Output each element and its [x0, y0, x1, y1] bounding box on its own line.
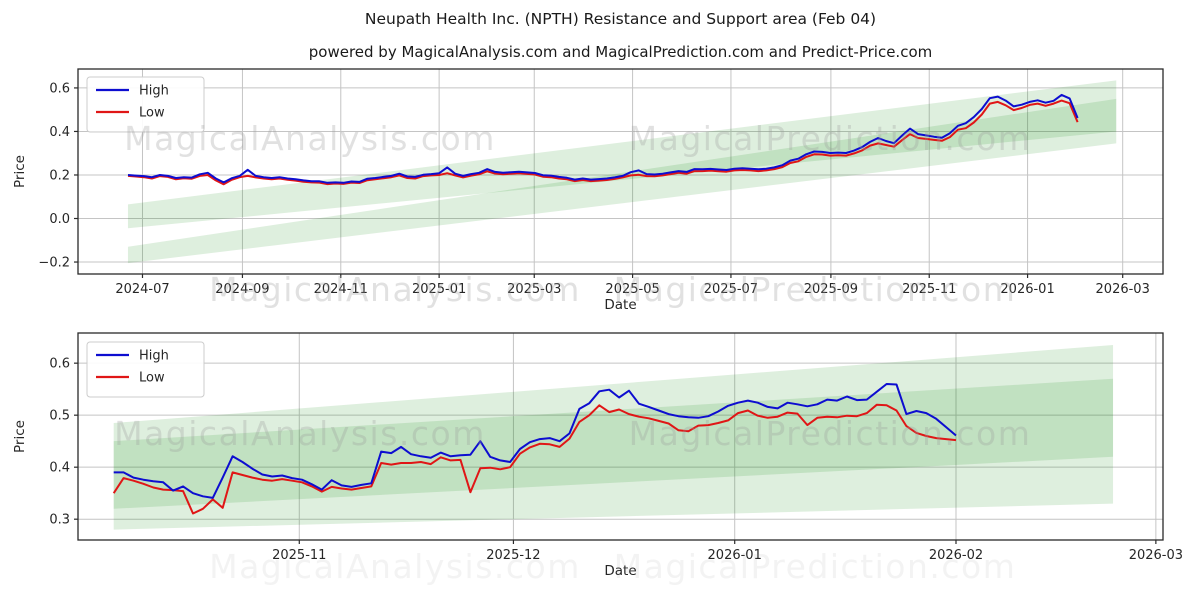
watermark-text: MagicalPrediction.com — [614, 547, 1017, 586]
watermark-text: MagicalAnalysis.com — [209, 547, 581, 586]
x-axis: 2024-07 2024-09 2024-11 2025-01 2025-03 2025-… — [115, 274, 1150, 313]
y-tick-label: −0.2 — [38, 256, 70, 271]
resistance-area-band — [113, 344, 1114, 509]
y-tick-label: 0.0 — [49, 212, 70, 227]
x-tick-label: 2024-07 — [115, 282, 169, 297]
low-line — [127, 99, 1079, 186]
watermark-text: MagicalAnalysis.com — [114, 414, 486, 453]
plot-border — [77, 68, 1164, 275]
x-tick-label: 2025-07 — [704, 282, 758, 297]
y-axis-label: Price — [12, 420, 28, 453]
chart-title: Neupath Health Inc. (NPTH) Resistance an… — [364, 10, 877, 28]
x-tick-label: 2025-05 — [605, 282, 659, 297]
plot-border — [77, 332, 1164, 541]
chart-subtitle: powered by MagicalAnalysis.com and Magic… — [308, 43, 933, 61]
x-tick-label: 2025-09 — [804, 282, 858, 297]
low-line — [112, 403, 957, 515]
legend-high-label: High — [139, 349, 169, 364]
x-axis-label: Date — [604, 297, 636, 313]
y-axis-label: Price — [12, 155, 28, 188]
x-tick-label: 2025-01 — [412, 282, 466, 297]
resistance-area-band — [127, 80, 1117, 229]
gridlines — [78, 333, 1163, 540]
y-axis: 0.3 0.4 0.5 0.6 Price — [12, 357, 78, 528]
x-tick-label: 2026-02 — [929, 548, 983, 563]
x-tick-label: 2026-01 — [1000, 282, 1054, 297]
x-tick-label: 2026-01 — [708, 548, 762, 563]
y-tick-label: 0.5 — [49, 409, 70, 424]
support-area-band — [127, 98, 1117, 264]
legend: High Low — [86, 341, 205, 398]
chart-full-history: 2024-07 2024-09 2024-11 2025-01 2025-03 2025-… — [12, 68, 1164, 313]
x-tick-label: 2025-12 — [486, 548, 540, 563]
legend-high-label: High — [139, 84, 169, 99]
watermark-text: MagicalPrediction.com — [629, 414, 1032, 453]
watermark-text: MagicalAnalysis.com — [124, 119, 496, 158]
y-tick-label: 0.6 — [49, 81, 70, 96]
x-tick-label: 2026-03 — [1096, 282, 1150, 297]
x-tick-label: 2025-03 — [507, 282, 561, 297]
x-tick-label: 2025-11 — [272, 548, 326, 563]
x-tick-label: 2024-11 — [314, 282, 368, 297]
high-line — [113, 383, 957, 499]
y-tick-label: 0.3 — [49, 513, 70, 528]
y-tick-label: 0.4 — [49, 125, 70, 140]
x-axis: 2025-11 2025-12 2026-01 2026-02 2026-03 Date — [272, 540, 1183, 579]
support-area-band — [113, 378, 1114, 530]
x-tick-label: 2026-03 — [1129, 548, 1183, 563]
watermarks: MagicalAnalysis.com MagicalPrediction.com… — [114, 119, 1032, 586]
legend-low-label: Low — [139, 106, 165, 121]
legend-low-label: Low — [139, 371, 165, 386]
x-tick-label: 2024-09 — [215, 282, 269, 297]
x-tick-label: 2025-11 — [902, 282, 956, 297]
y-axis: −0.2 0.0 0.2 0.4 0.6 Price — [12, 81, 78, 271]
watermark-text: MagicalAnalysis.com — [209, 270, 581, 309]
high-line — [127, 93, 1079, 184]
y-tick-label: 0.2 — [49, 168, 70, 183]
y-tick-label: 0.4 — [49, 461, 70, 476]
legend: High Low — [86, 76, 205, 133]
watermark-text: MagicalPrediction.com — [629, 119, 1032, 158]
x-axis-label: Date — [604, 563, 636, 579]
chart-recent-zoom: 2025-11 2025-12 2026-01 2026-02 2026-03 Date 0… — [12, 332, 1183, 579]
watermark-text: MagicalPrediction.com — [614, 270, 1017, 309]
y-tick-label: 0.6 — [49, 357, 70, 372]
